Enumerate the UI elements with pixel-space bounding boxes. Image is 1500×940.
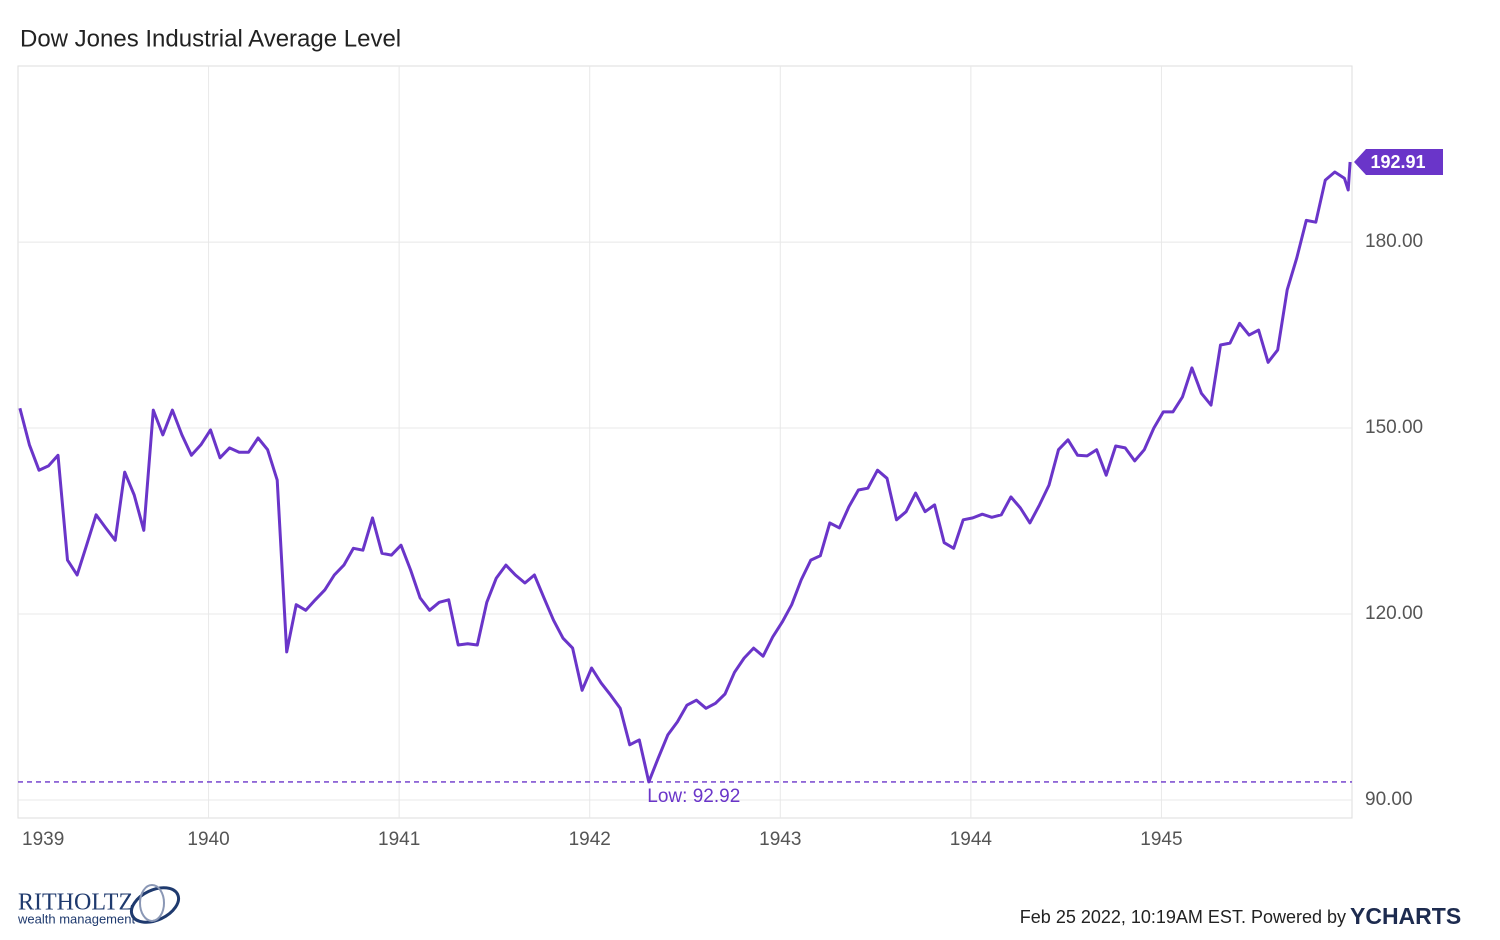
footer: Feb 25 2022, 10:19AM EST. Powered by	[1020, 907, 1346, 927]
plot-frame	[17, 65, 1353, 819]
line	[18, 161, 1352, 784]
y-tick-label: 180.00	[1365, 231, 1423, 252]
y-tick-label: 150.00	[1365, 417, 1423, 438]
last-value-tag	[1354, 149, 1443, 176]
logo-mark	[129, 884, 181, 924]
x-tick-label: 1943	[759, 829, 801, 850]
x-tick-label: 1940	[187, 829, 229, 850]
y-tick-label: 90.00	[1365, 789, 1413, 810]
x-tick-label: 1942	[569, 829, 611, 850]
annotation: Low: 92.92	[647, 786, 740, 807]
y-tick-label: 120.00	[1365, 603, 1423, 624]
last-value-label: 192.91	[1370, 152, 1425, 172]
x-tick-label: 1941	[378, 829, 420, 850]
x-tick-label: 1945	[1140, 829, 1182, 850]
logo-name: RITHOLTZ	[18, 890, 133, 916]
chart-title: Dow Jones Industrial Average Level	[20, 25, 401, 52]
x-tick-label: 1939	[22, 829, 64, 850]
brand: YCHARTS	[1350, 903, 1461, 929]
x-tick-label: 1944	[950, 829, 993, 850]
logo-tagline: wealth management	[17, 911, 135, 926]
